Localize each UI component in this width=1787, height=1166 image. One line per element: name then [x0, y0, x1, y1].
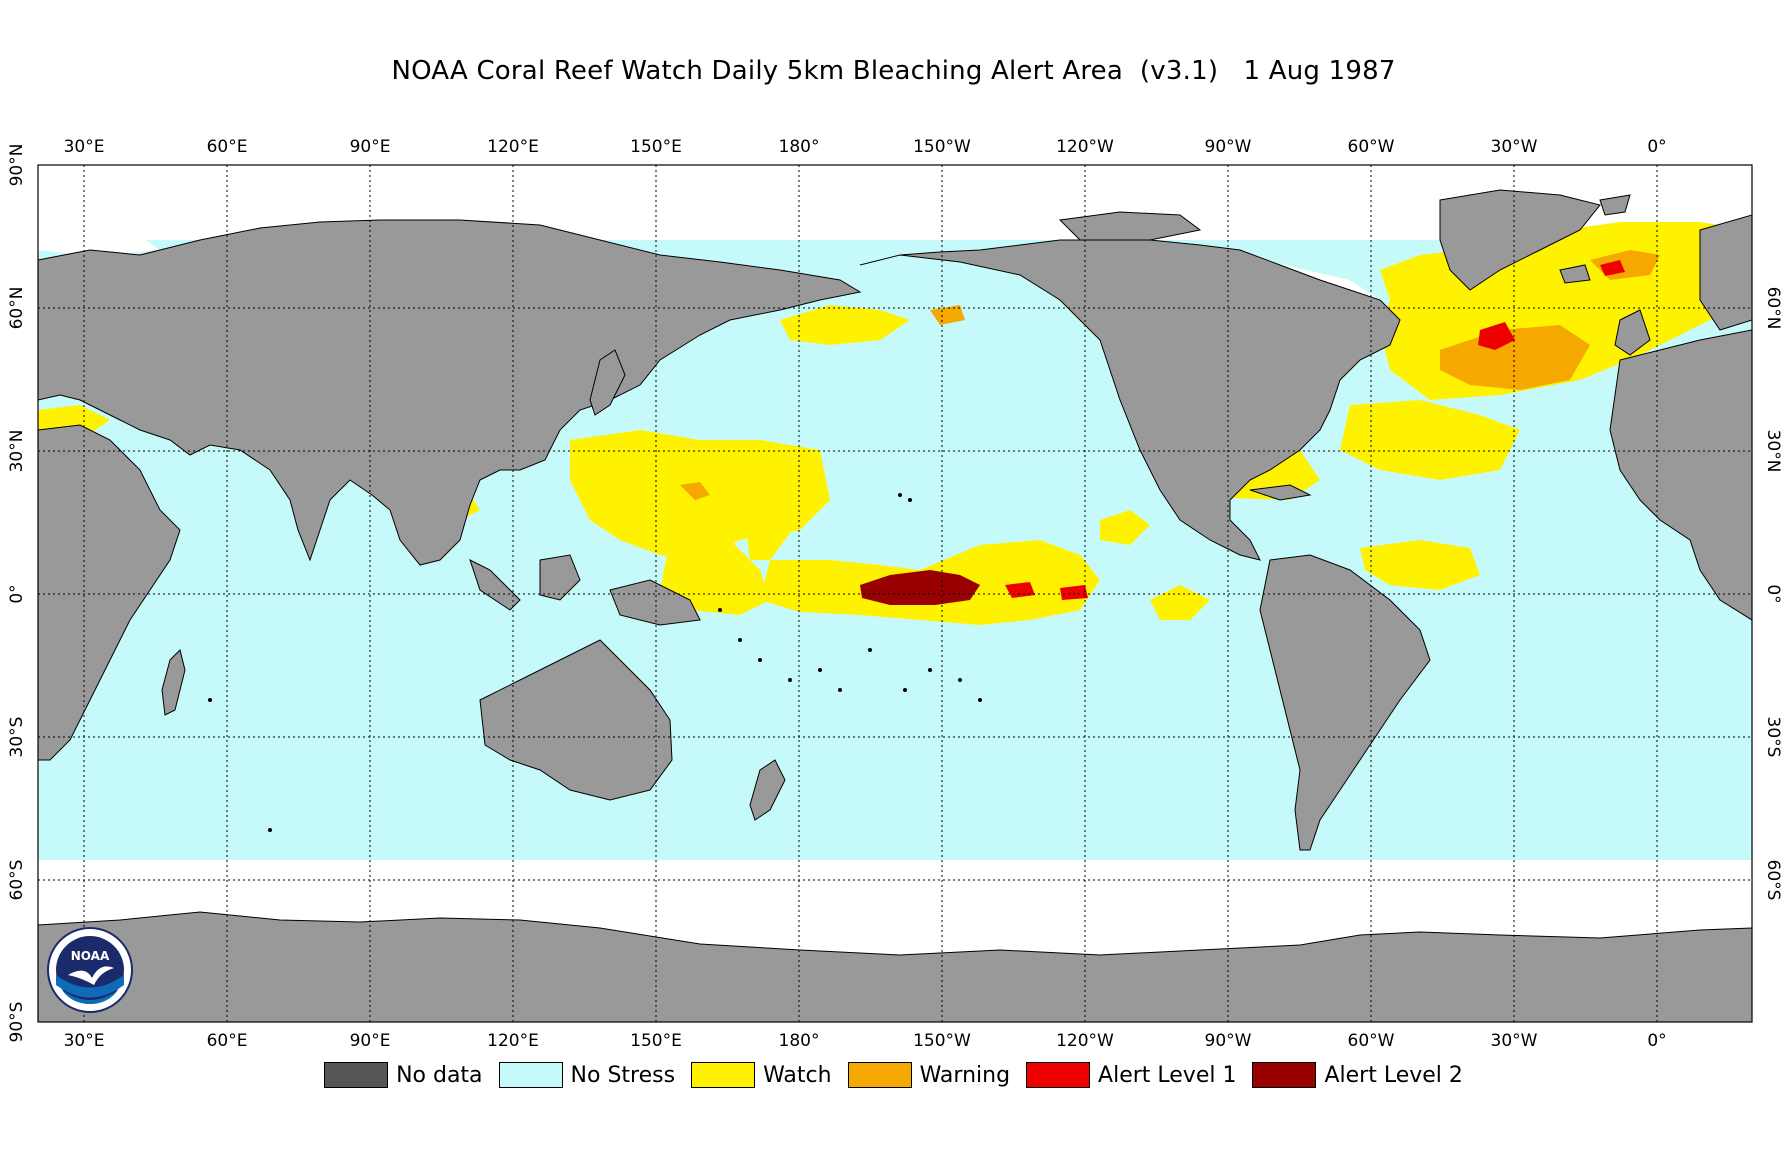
lon-label-top: 60°E	[207, 137, 248, 157]
lon-label-bottom: 90°E	[350, 1031, 391, 1051]
australia-land	[479, 639, 673, 801]
legend-item-no-stress: No Stress	[498, 1062, 676, 1088]
legend-swatch-watch	[691, 1062, 756, 1088]
lon-label-bottom: 180°	[779, 1031, 820, 1051]
lon-label-top: 120°E	[487, 137, 539, 157]
lat-label-right: 60°S	[1763, 860, 1783, 901]
eurasia-land	[38, 219, 862, 566]
legend-label: No data	[396, 1062, 483, 1088]
legend-swatch-no-data	[324, 1062, 389, 1088]
longitude-labels-bottom: 30°E 60°E 90°E 120°E 150°E 180° 150°W 12…	[64, 1031, 1667, 1051]
legend-item-alert-level-2: Alert Level 2	[1252, 1062, 1463, 1088]
map-frame	[37, 164, 1753, 1023]
lon-label-bottom: 150°W	[913, 1031, 971, 1051]
lon-label-bottom: 60°E	[207, 1031, 248, 1051]
lat-label-left: 30°N	[7, 430, 27, 473]
legend-item-warning: Warning	[847, 1062, 1011, 1088]
lon-label-bottom: 120°E	[487, 1031, 539, 1051]
legend-item-no-data: No data	[324, 1062, 483, 1088]
new-zealand-land	[749, 759, 786, 821]
lon-label-top: 150°E	[630, 137, 682, 157]
legend-label: Warning	[919, 1062, 1011, 1088]
latitude-labels-right: 60°N 30°N 0° 30°S 60°S	[1763, 287, 1783, 901]
lat-label-right: 30°N	[1763, 430, 1783, 473]
lon-label-top: 150°W	[913, 137, 971, 157]
lon-label-top: 90°E	[350, 137, 391, 157]
pacific-island-dots	[208, 493, 982, 832]
latitude-labels-left: 90°N 60°N 30°N 0° 30°S 60°S 90°S	[7, 144, 27, 1043]
noaa-logo-text: NOAA	[71, 949, 110, 963]
lon-label-top: 30°W	[1491, 137, 1538, 157]
cuba-land	[1249, 484, 1312, 501]
legend-swatch-warning	[847, 1062, 912, 1088]
legend-label: Alert Level 1	[1098, 1062, 1237, 1088]
lon-label-top: 30°E	[64, 137, 105, 157]
lon-label-top: 60°W	[1348, 137, 1395, 157]
japan-land	[589, 349, 626, 416]
svalbard-land	[1599, 194, 1631, 216]
scandinavia-land	[1699, 214, 1752, 331]
lon-label-bottom: 90°W	[1205, 1031, 1252, 1051]
legend-swatch-alert-level-2	[1252, 1062, 1317, 1088]
map-title: NOAA Coral Reef Watch Daily 5km Bleachin…	[391, 56, 1396, 86]
graticule	[38, 165, 1752, 1022]
alert-level-2-areas	[860, 570, 980, 605]
arctic-islands-land	[1058, 211, 1202, 241]
legend-item-watch: Watch	[691, 1062, 832, 1088]
lat-label-right: 0°	[1763, 584, 1783, 603]
lon-label-bottom: 30°E	[64, 1031, 105, 1051]
lat-label-left: 0°	[7, 584, 27, 603]
sumatra-land	[469, 559, 521, 611]
lon-label-bottom: 150°E	[630, 1031, 682, 1051]
legend-swatch-no-stress	[498, 1062, 563, 1088]
greenland-land	[1439, 189, 1601, 291]
lon-label-bottom: 120°W	[1056, 1031, 1114, 1051]
new-guinea-land	[609, 579, 701, 626]
legend-swatch-alert-level-1	[1026, 1062, 1091, 1088]
lat-label-left: 90°N	[7, 144, 27, 187]
lon-label-top: 0°	[1647, 137, 1666, 157]
lat-label-right: 60°N	[1763, 287, 1783, 330]
lon-label-top: 120°W	[1056, 137, 1114, 157]
lat-label-left: 60°N	[7, 287, 27, 330]
legend-label: Alert Level 2	[1324, 1062, 1463, 1088]
alert-level-1-areas	[1005, 260, 1625, 600]
iceland-land	[1559, 264, 1591, 284]
antarctica-land	[38, 911, 1752, 1022]
noaa-logo-icon: NOAA	[47, 927, 133, 1013]
borneo-land	[539, 554, 581, 601]
land-masses	[38, 189, 1752, 1022]
madagascar-land	[161, 649, 186, 716]
legend: No data No Stress Watch Warning Alert Le…	[0, 1062, 1787, 1088]
lat-label-left: 60°S	[7, 860, 27, 901]
lon-label-bottom: 30°W	[1491, 1031, 1538, 1051]
lon-label-top: 180°	[779, 137, 820, 157]
legend-item-alert-level-1: Alert Level 1	[1026, 1062, 1236, 1088]
uk-land	[1614, 309, 1651, 356]
west-europe-africa-land	[1609, 329, 1752, 621]
lat-label-left: 90°S	[7, 1002, 27, 1043]
lat-label-left: 30°S	[7, 717, 27, 758]
africa-land	[38, 424, 181, 761]
south-america-land	[1259, 554, 1431, 851]
legend-label: No Stress	[570, 1062, 676, 1088]
lon-label-bottom: 60°W	[1348, 1031, 1395, 1051]
longitude-labels-top: 30°E 60°E 90°E 120°E 150°E 180° 150°W 12…	[64, 137, 1667, 157]
lon-label-bottom: 0°	[1647, 1031, 1666, 1051]
legend-label: Watch	[763, 1062, 832, 1088]
lon-label-top: 90°W	[1205, 137, 1252, 157]
lat-label-right: 30°S	[1763, 717, 1783, 758]
